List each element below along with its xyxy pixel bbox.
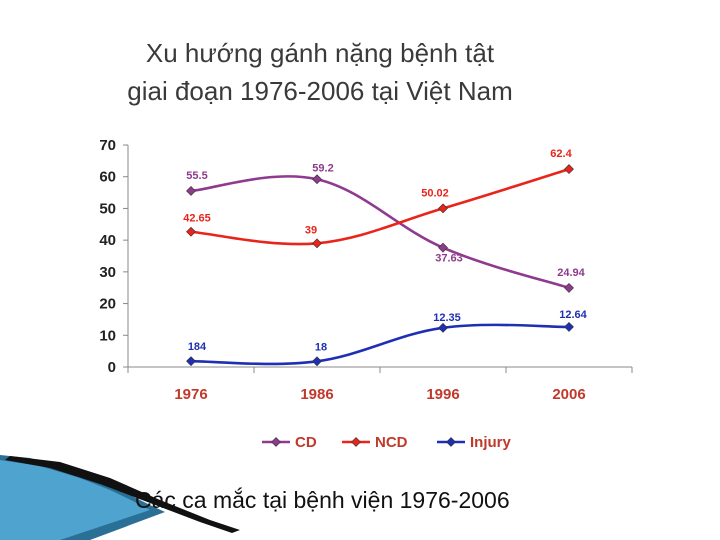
data-label-cd: 24.94 — [557, 267, 585, 279]
data-label-cd: 55.5 — [186, 170, 207, 182]
title-line-2: giai đoạn 1976-2006 tại Việt Nam — [127, 76, 513, 106]
y-tick-label: 0 — [108, 359, 116, 376]
series-line-ncd — [190, 167, 570, 246]
data-point-ncd — [312, 238, 322, 249]
data-label-ncd: 50.02 — [421, 187, 449, 199]
series-line-injury — [190, 323, 570, 366]
legend-label-ncd: NCD — [375, 434, 408, 451]
data-point-injury — [312, 356, 322, 367]
data-label-ncd: 62.4 — [550, 148, 572, 160]
y-tick-label: 60 — [99, 169, 116, 186]
data-point-ncd — [564, 164, 574, 175]
y-tick-label: 20 — [99, 296, 116, 313]
page-title: Xu hướng gánh nặng bệnh tật giai đoạn 19… — [0, 34, 640, 110]
y-tick-label: 40 — [99, 232, 116, 249]
legend-swatch-marker — [351, 437, 361, 447]
data-point-ncd — [438, 203, 448, 214]
x-tick-label: 2006 — [552, 386, 585, 403]
chart-caption: Các ca mắc tại bệnh viện 1976-2006 — [135, 487, 510, 513]
legend-label-injury: Injury — [470, 434, 511, 451]
data-point-ncd — [186, 226, 196, 237]
chart-axes: 0 10 20 30 40 50 60 70 1976 1986 1996 2006 — [99, 137, 633, 403]
data-label-cd: 59.2 — [312, 162, 333, 174]
y-tick-label: 10 — [99, 327, 116, 344]
x-tick-label: 1976 — [174, 386, 207, 403]
legend-swatch-marker — [271, 437, 281, 447]
x-tick-label: 1986 — [300, 386, 333, 403]
y-tick-label: 50 — [99, 200, 116, 217]
data-point-cd — [186, 186, 196, 196]
data-point-injury — [186, 356, 196, 367]
data-label-injury: 12.35 — [433, 312, 461, 324]
data-point-cd — [438, 242, 448, 253]
chart-legend: CD NCD Injury — [262, 434, 511, 451]
data-point-cd — [564, 282, 574, 293]
chart-series: 55.5 59.2 37.63 24.94 42.65 39 50.02 62.4 184 18 1… — [183, 148, 588, 367]
x-tick-label: 1996 — [426, 386, 459, 403]
data-label-injury: 12.64 — [559, 309, 587, 321]
data-point-injury — [564, 321, 574, 332]
title-line-1: Xu hướng gánh nặng bệnh tật — [145, 38, 495, 68]
legend-label-cd: CD — [295, 434, 317, 451]
y-tick-label: 30 — [99, 264, 116, 281]
data-point-cd — [312, 174, 322, 185]
decorative-swoosh — [0, 455, 240, 540]
y-tick-label: 70 — [99, 137, 116, 154]
data-point-injury — [438, 322, 448, 333]
data-label-injury: 184 — [188, 341, 207, 353]
data-label-ncd: 42.65 — [183, 213, 211, 225]
data-label-ncd: 39 — [305, 224, 317, 236]
data-label-injury: 18 — [315, 341, 327, 353]
series-line-cd — [190, 175, 570, 290]
data-label-cd: 37.63 — [435, 253, 463, 265]
legend-swatch-marker — [446, 437, 456, 447]
